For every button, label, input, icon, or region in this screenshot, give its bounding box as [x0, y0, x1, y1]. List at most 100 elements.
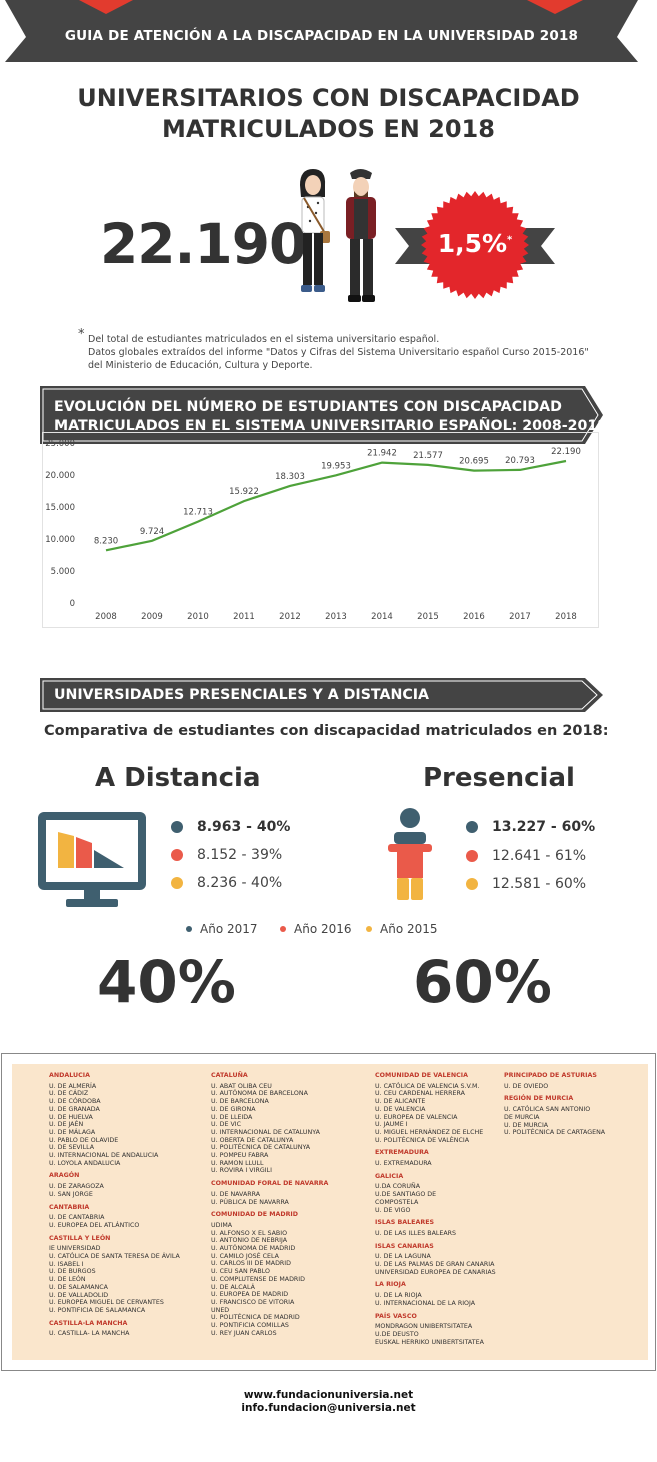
distance-title: A Distancia	[95, 763, 261, 793]
legend-dot	[280, 926, 286, 932]
university-item: U. DE BURGOS	[49, 1268, 96, 1276]
university-item: U. DE SEVILLA	[49, 1144, 95, 1152]
university-item: U. EXTREMADURA	[375, 1160, 432, 1168]
x-tick-label: 2011	[233, 612, 255, 622]
region-heading: PRINCIPADO DE ASTURIAS	[504, 1072, 597, 1079]
red-ribbon-left	[79, 0, 133, 14]
email-link[interactable]: info.fundacion@universia.net	[241, 1402, 416, 1414]
university-item: U. POLITÉCNICA DE VALÈNCIA	[375, 1136, 470, 1144]
university-item: U. COMPLUTENSE DE MADRID	[211, 1275, 306, 1283]
x-tick-label: 2008	[95, 612, 117, 622]
universities-column: ANDALUCIA U. DE ALMERÍA U. DE CÁDIZ U. DE C…	[49, 1072, 180, 1338]
university-item: U. DE LEÓN	[49, 1276, 86, 1284]
university-item: COMPOSTELA	[375, 1198, 419, 1206]
university-item: U. PONTIFICIA COMILLAS	[211, 1322, 289, 1330]
university-item: U. INTERNACIONAL DE ANDALUCIA	[49, 1152, 159, 1160]
website-link[interactable]: www.fundacionuniversia.net	[243, 1389, 414, 1401]
evolution-heading-line1: EVOLUCIÓN DEL NÚMERO DE ESTUDIANTES CON …	[54, 399, 562, 415]
universities-box: ANDALUCIA U. DE ALMERÍA U. DE CÁDIZ U. DE C…	[1, 1053, 656, 1371]
university-item: U. EUROPEA DE MADRID	[211, 1291, 289, 1299]
in-person-row-2016: 12.641 - 61%	[466, 848, 586, 864]
evolution-heading-banner: EVOLUCIÓN DEL NÚMERO DE ESTUDIANTES CON …	[40, 386, 607, 444]
y-tick-label: 0	[70, 599, 75, 609]
university-item: U. CEU CARDENAL HERRERA	[375, 1090, 465, 1098]
university-item: U. ROVIRA I VIRGILI	[211, 1167, 272, 1175]
region-heading: ISLAS BALEARES	[375, 1219, 435, 1227]
university-item: U. DE VIGO	[375, 1206, 411, 1214]
university-item: U. POLITÉCNICA DE CARTAGENA	[504, 1129, 606, 1137]
university-item: MONDRAGON UNIBERTSITATEA	[375, 1323, 473, 1331]
page-title-line2: MATRICULADOS EN 2018	[162, 115, 495, 143]
data-label: 9.724	[140, 527, 164, 537]
page-title: UNIVERSITARIOS CON DISCAPACIDAD MATRICUL…	[0, 83, 657, 145]
y-tick-label: 20.000	[45, 471, 75, 481]
x-tick-label: 2010	[187, 612, 209, 622]
university-item: U. DE GRANADA	[49, 1105, 100, 1113]
footnote-line: del Ministerio de Educación, Cultura y D…	[88, 360, 313, 371]
university-item: U. PÚBLICA DE NAVARRA	[211, 1198, 289, 1206]
year-2017-dot	[466, 821, 478, 833]
data-label: 19.953	[321, 461, 351, 471]
year-2015-dot	[466, 878, 478, 890]
university-item: U. DE NAVARRA	[211, 1190, 261, 1198]
university-item: U. JAUME I	[375, 1121, 408, 1129]
in-person-title: Presencial	[423, 763, 575, 793]
university-item: U. DE CANTABRIA	[49, 1214, 105, 1222]
universities-column: COMUNIDAD DE VALENCIA U. CATÓLICA DE VALE…	[375, 1072, 496, 1346]
university-item: U. INTERNACIONAL DE CATALUNYA	[211, 1128, 320, 1136]
total-students: 22.190	[100, 212, 307, 276]
university-item: U. CATÓLICA SAN ANTONIO	[504, 1106, 591, 1114]
data-label: 18.303	[275, 472, 305, 482]
region-heading: ISLAS CANARIAS	[375, 1242, 434, 1250]
university-item: U. FRANCISCO DE VITORIA	[211, 1298, 295, 1306]
series-line	[105, 459, 567, 552]
region-heading: COMUNIDAD DE VALENCIA	[375, 1072, 468, 1079]
footnote-line: Del total de estudiantes matriculados en…	[88, 334, 440, 345]
distance-row-2015: 8.236 - 40%	[171, 875, 282, 891]
distance-row-2016: 8.152 - 39%	[171, 847, 282, 863]
comparison-subtitle: Comparativa de estudiantes con discapaci…	[44, 723, 609, 739]
region-heading: GALICIA	[375, 1172, 404, 1180]
university-item: EUSKAL HERRIKO UNIBERTSITATEA	[375, 1338, 484, 1346]
universities-column: PRINCIPADO DE ASTURIAS U. DE OVIEDO REGIÓN…	[504, 1072, 605, 1137]
region-heading: COMUNIDAD FORAL DE NAVARRA	[211, 1180, 329, 1188]
data-label: 21.942	[367, 449, 397, 459]
year-2016-dot	[466, 850, 478, 862]
data-label: 20.793	[505, 456, 535, 466]
region-heading: CATALUÑA	[211, 1072, 248, 1079]
university-item: U. DE HUELVA	[49, 1113, 93, 1121]
in-person-row-2015: 12.581 - 60%	[466, 876, 586, 892]
region-heading: CASTILLA Y LEÓN	[49, 1234, 111, 1242]
university-item: U. DE ALCALÁ	[211, 1283, 255, 1291]
university-item: U.DA CORUÑA	[375, 1183, 421, 1191]
university-item: U. DE LAS ILLES BALEARS	[375, 1229, 457, 1237]
region-heading: COMUNIDAD DE MADRID	[211, 1211, 298, 1219]
university-item: U. PONTIFICIA DE SALAMANCA	[49, 1306, 146, 1314]
university-item: U. AUTÓNOMA DE MADRID	[211, 1245, 296, 1253]
university-item: U. DE LLEIDA	[211, 1113, 253, 1121]
universities-column: CATALUÑA U. ABAT OLIBA CEU U. AUTÓNOMA DE …	[211, 1072, 328, 1338]
y-tick-label: 5.000	[51, 567, 75, 577]
page-title-line1: UNIVERSITARIOS CON DISCAPACIDAD	[77, 84, 580, 112]
university-item: U. CEU SAN PABLO	[211, 1268, 270, 1276]
university-item: U. RAMON LLULL	[211, 1159, 264, 1167]
university-item: U. DE BARCELONA	[211, 1098, 269, 1106]
university-item: U. DE LA RIOJA	[375, 1292, 422, 1300]
contact-info: www.fundacionuniversia.net info.fundacio…	[0, 1389, 657, 1415]
data-label: 22.190	[551, 447, 581, 457]
university-item: U. POMPEU FABRA	[211, 1152, 269, 1160]
university-item: U. AUTÓNOMA DE BARCELONA	[211, 1090, 308, 1098]
university-item: U. DE JAÉN	[49, 1121, 84, 1129]
x-tick-label: 2015	[417, 612, 439, 622]
in-person-percent: 60%	[413, 948, 552, 1016]
in-person-row-2017: 13.227 - 60%	[466, 819, 595, 835]
university-item: U. ANTONIO DE NEBRIJA	[211, 1237, 288, 1245]
university-item: U. INTERNACIONAL DE LA RIOJA	[375, 1299, 476, 1307]
distance-percent: 40%	[97, 948, 236, 1016]
region-heading: ANDALUCIA	[49, 1072, 90, 1079]
university-item: U. ABAT OLIBA CEU	[211, 1082, 272, 1090]
data-label: 21.577	[413, 451, 443, 461]
computer-monitor-icon	[38, 812, 146, 907]
university-item: U. PABLO DE OLAVIDE	[49, 1136, 119, 1144]
footnote-mark: *	[78, 327, 85, 342]
